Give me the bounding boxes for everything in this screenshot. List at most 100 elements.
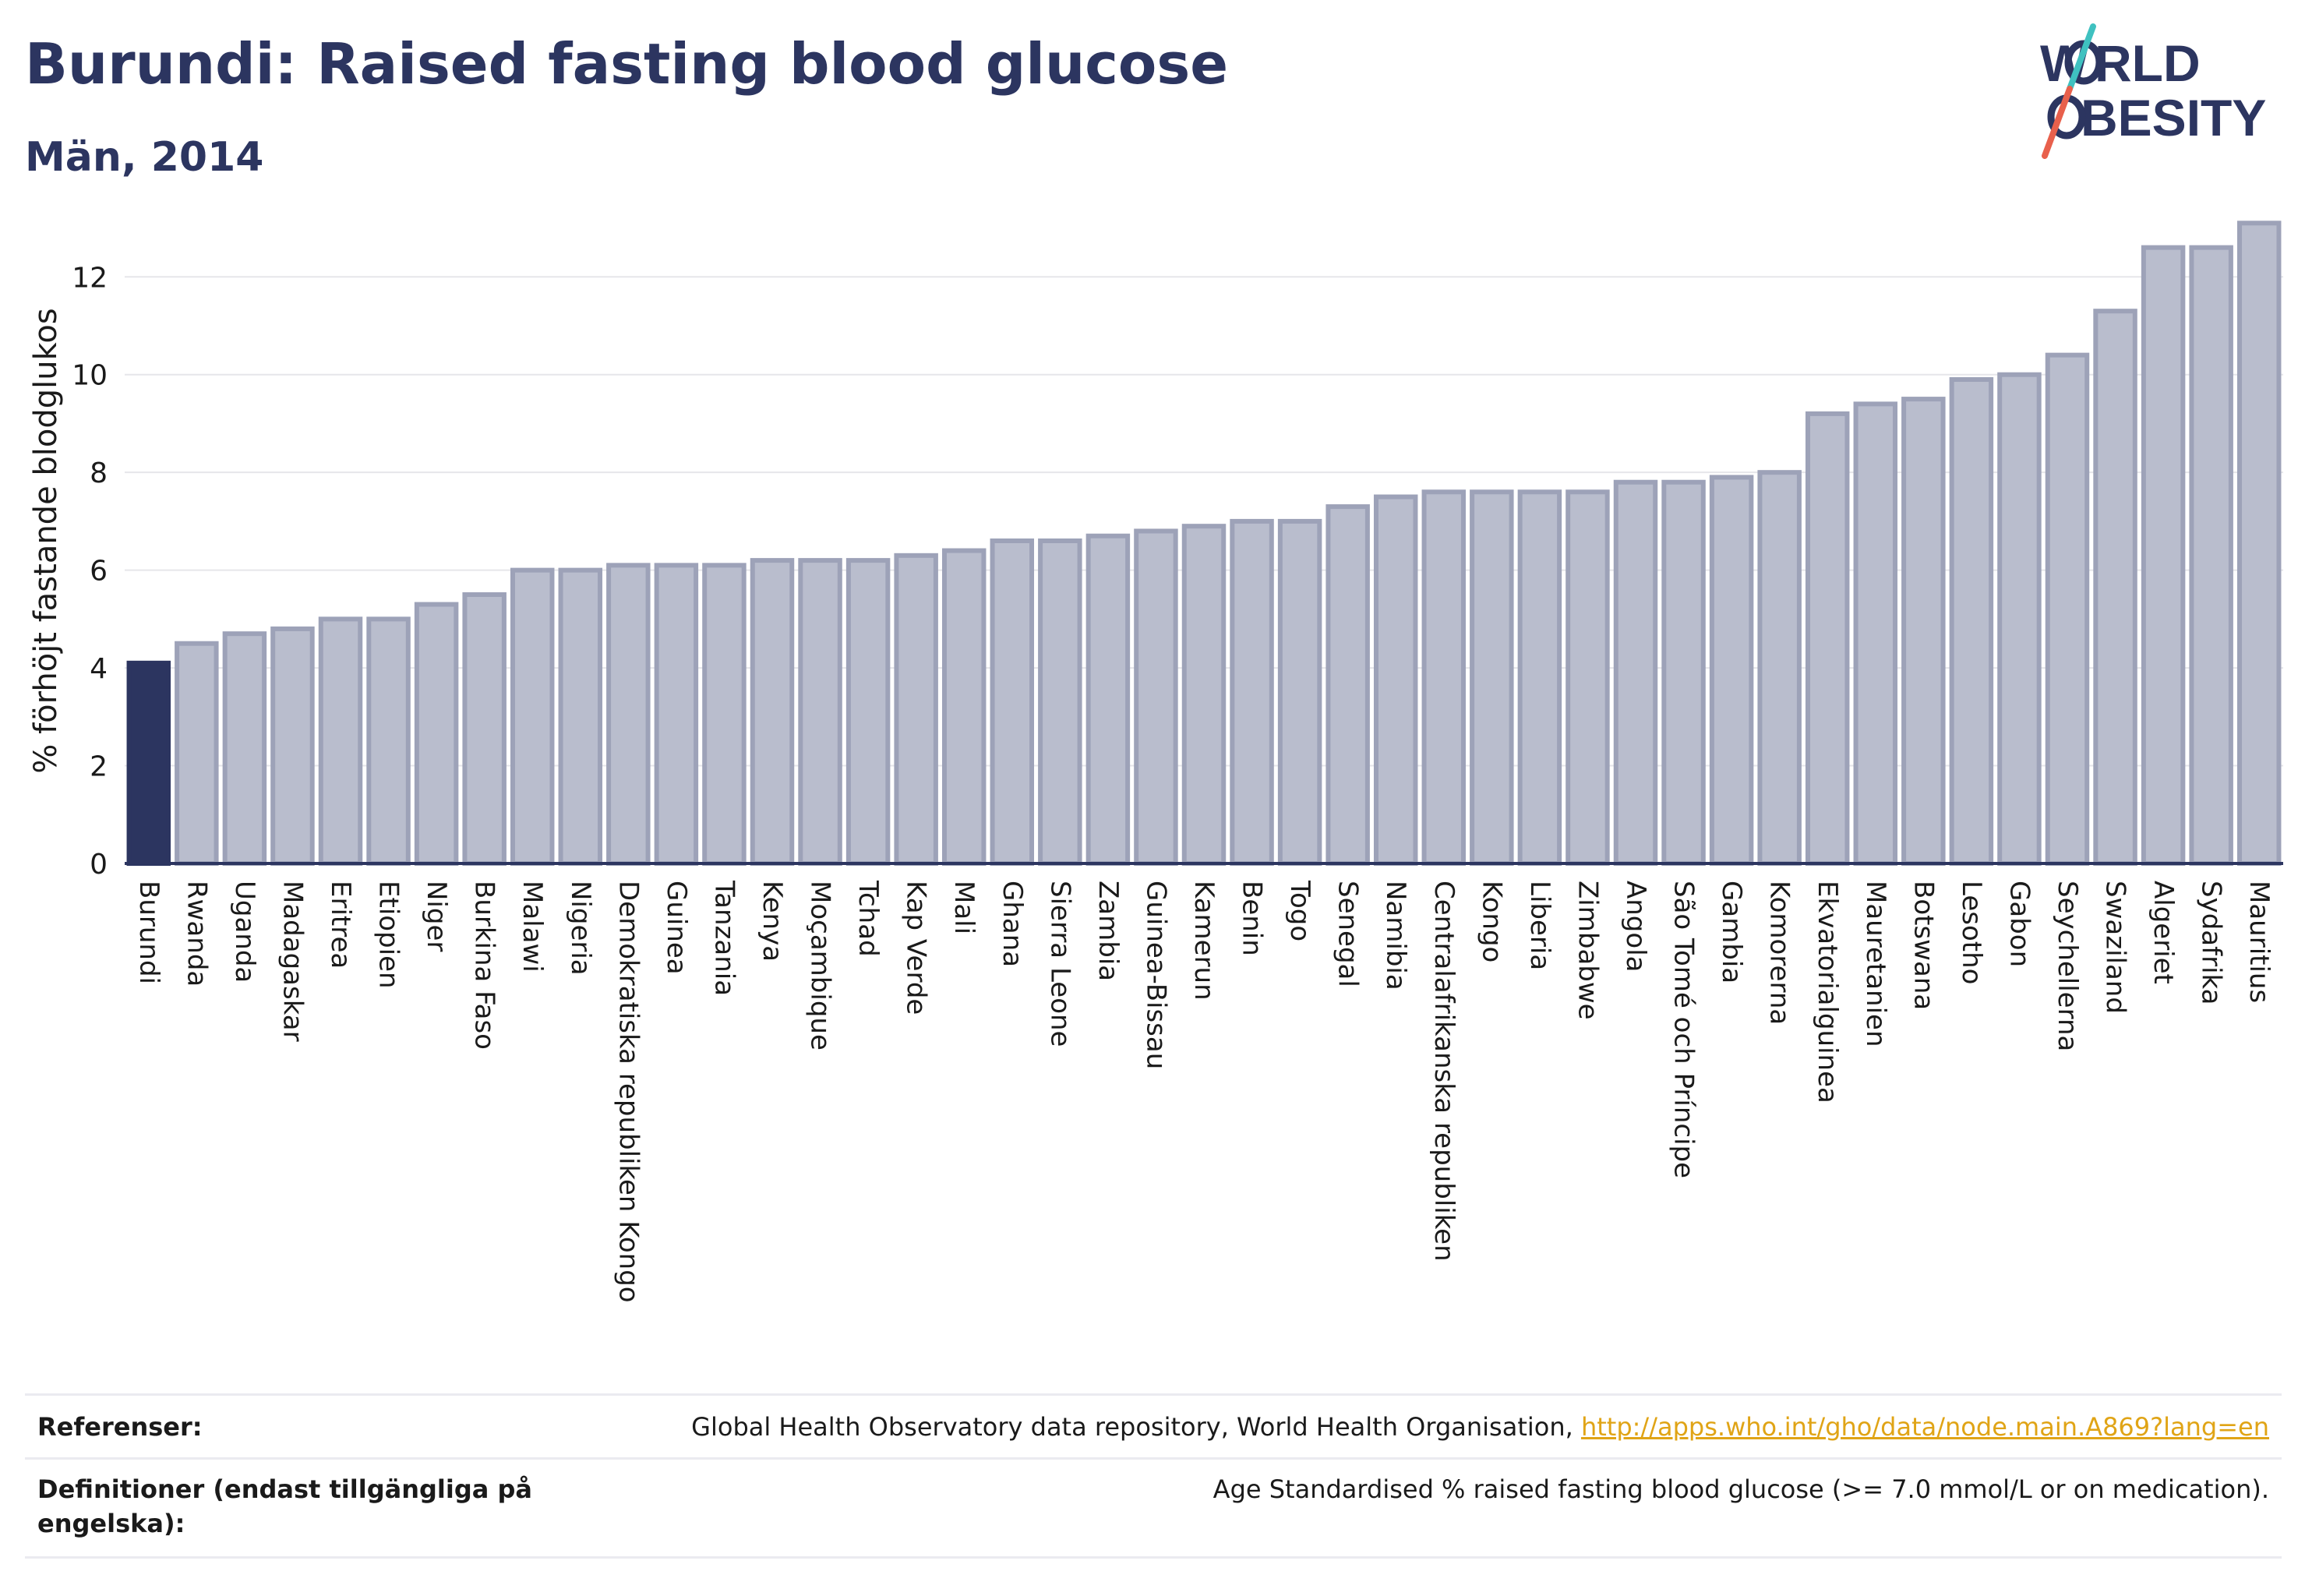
x-tick-label: Seychellerna (2052, 881, 2083, 1051)
x-tick-label: Benin (1237, 881, 1268, 956)
bar[interactable] (1038, 538, 1082, 866)
x-tick-label: Guinea (661, 881, 692, 975)
x-tick-label: Mauritius (2243, 881, 2275, 1003)
x-tick-label: Burundi (133, 881, 164, 984)
references-text: Global Health Observatory data repositor… (691, 1412, 1581, 1442)
x-tick-label: Nigeria (565, 881, 596, 976)
x-tick-label: Niger (421, 881, 452, 952)
x-tick-label: Algeriet (2148, 881, 2179, 984)
bar[interactable] (941, 548, 987, 866)
bar[interactable] (1277, 518, 1322, 866)
world-obesity-logo: W RLD BESITY (2040, 23, 2266, 159)
bar[interactable] (1085, 533, 1131, 866)
y-tick-labels: 0 2 4 6 8 10 12 (72, 262, 108, 881)
x-tick-label: Guinea-Bissau (1140, 881, 1171, 1069)
x-tick-label: Ekvatorialguinea (1812, 881, 1843, 1103)
bar[interactable] (845, 558, 891, 866)
x-tick-label: Sierra Leone (1044, 881, 1075, 1047)
bar[interactable] (1661, 479, 1706, 866)
y-tick-label: 12 (72, 262, 108, 294)
x-tick-label: Komorerna (1764, 881, 1795, 1025)
bar[interactable] (798, 558, 842, 866)
x-tick-label: Madagaskar (277, 881, 308, 1042)
bar[interactable] (1997, 372, 2042, 866)
x-tick-label: Botswana (1908, 881, 1939, 1010)
y-axis-label: % förhöjt fastande blodglukos (28, 308, 64, 773)
bar[interactable] (1134, 528, 1178, 866)
bar[interactable] (1709, 475, 1754, 866)
bar[interactable] (1805, 411, 1850, 866)
bar[interactable] (126, 660, 171, 866)
x-tick-label: Senegal (1333, 881, 1364, 987)
bar[interactable] (558, 567, 603, 866)
y-tick-label: 4 (90, 653, 108, 685)
bar[interactable] (654, 563, 699, 866)
bar[interactable] (222, 631, 267, 866)
x-tick-label: Namibia (1380, 881, 1411, 990)
bar[interactable] (2093, 309, 2137, 866)
bar[interactable] (1949, 377, 1994, 866)
x-tick-label: Centralafrikanska republiken (1428, 881, 1460, 1262)
bar[interactable] (318, 616, 363, 866)
bar[interactable] (270, 626, 315, 867)
x-tick-label: Lesotho (1956, 881, 1987, 984)
bar[interactable] (2236, 221, 2282, 867)
x-tick-label: Tchad (852, 880, 884, 957)
bar[interactable] (1853, 401, 1898, 866)
x-tick-label: Zambia (1092, 881, 1124, 981)
bar[interactable] (1901, 397, 1946, 867)
references-row: Referenser: Global Health Observatory da… (25, 1393, 2282, 1458)
references-value: Global Health Observatory data repositor… (691, 1410, 2269, 1444)
bar[interactable] (702, 563, 747, 866)
x-tick-label: Angola (1620, 881, 1651, 972)
bar[interactable] (1470, 489, 1514, 866)
bar[interactable] (606, 563, 651, 866)
bar[interactable] (990, 538, 1035, 866)
bar[interactable] (1613, 479, 1658, 866)
svg-text:BESITY: BESITY (2081, 89, 2266, 147)
x-tick-label: Burkina Faso (469, 881, 500, 1050)
x-tick-label: Kamerun (1188, 881, 1220, 1001)
bar[interactable] (1421, 489, 1467, 866)
bar[interactable] (2189, 245, 2233, 867)
bar[interactable] (462, 592, 507, 866)
bar[interactable] (1325, 504, 1370, 866)
bar[interactable] (894, 553, 938, 866)
bars (126, 221, 2282, 867)
references-link[interactable]: http://apps.who.int/gho/data/node.main.A… (1580, 1412, 2269, 1442)
x-tick-label: Eritrea (325, 881, 356, 969)
x-tick-label: Tanzania (708, 880, 740, 996)
y-tick-label: 6 (90, 556, 108, 588)
x-tick-label: Rwanda (181, 881, 212, 987)
bar[interactable] (1565, 489, 1610, 866)
x-tick-label: Zimbabwe (1572, 881, 1603, 1020)
y-tick-label: 0 (90, 849, 108, 881)
definitions-value: Age Standardised % raised fasting blood … (1213, 1474, 2269, 1504)
x-tick-label: Togo (1284, 880, 1315, 941)
bar[interactable] (1757, 470, 1802, 866)
references-label: Referenser: (37, 1412, 203, 1442)
x-tick-label: Kap Verde (901, 881, 932, 1015)
bar[interactable] (414, 602, 459, 867)
bar[interactable] (2141, 245, 2186, 867)
x-tick-label: São Tomé och Príncipe (1668, 881, 1700, 1178)
bar[interactable] (750, 558, 795, 866)
bar[interactable] (2045, 352, 2090, 867)
definitions-label: Definitioner (endast tillgängliga på eng… (37, 1474, 532, 1538)
x-tick-label: Ghana (997, 881, 1028, 967)
x-tick-label: Demokratiska republiken Kongo (612, 881, 644, 1303)
chart-subtitle: Män, 2014 (25, 134, 264, 181)
bar[interactable] (1181, 524, 1227, 866)
x-tick-label: Liberia (1524, 881, 1555, 970)
bar[interactable] (366, 616, 411, 866)
x-tick-label: Moçambique (805, 881, 836, 1050)
bar[interactable] (1517, 489, 1562, 866)
bar[interactable] (1373, 494, 1418, 866)
bar-chart: 0 2 4 6 8 10 12 Burundi Rwanda Uganda Madagaskar E… (28, 221, 2283, 1303)
bar[interactable] (510, 567, 555, 866)
bar[interactable] (175, 641, 219, 867)
chart-title: Burundi: Raised fasting blood glucose (25, 31, 1229, 97)
x-tick-label: Sydafrika (2196, 881, 2227, 1005)
bar[interactable] (1230, 518, 1274, 866)
y-tick-label: 2 (90, 751, 108, 783)
